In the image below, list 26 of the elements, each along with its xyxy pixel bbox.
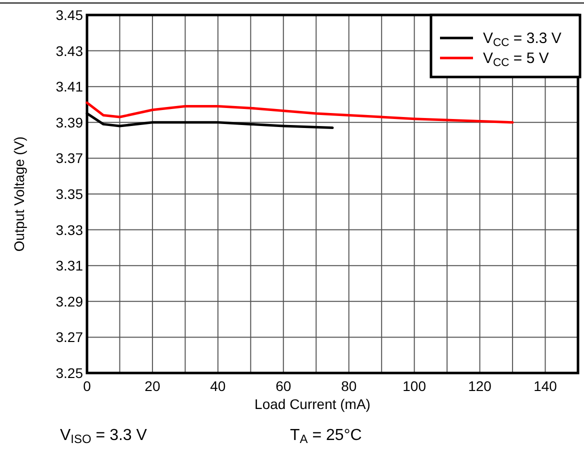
y-tick-label: 3.27 — [56, 329, 84, 346]
x-tick-label: 20 — [144, 378, 160, 394]
text: T$_{A}$ = 25°C — [290, 427, 362, 446]
y-tick-label: 3.31 — [56, 258, 84, 274]
y-tick-label: 3.39 — [56, 114, 84, 130]
y-tick-label: 3.25 — [56, 365, 84, 381]
y-tick-label: 3.43 — [56, 42, 84, 59]
y-tick-label: 3.33 — [56, 222, 84, 238]
y-tick-label: 3.29 — [56, 293, 84, 310]
x-tick-label: 40 — [210, 378, 226, 394]
x-tick-label: 80 — [341, 378, 357, 394]
legend-label: V$_{CC}$ = 3.3 V — [483, 30, 562, 49]
y-tick-label: 3.41 — [56, 78, 84, 95]
y-tick-label: 3.37 — [56, 150, 84, 166]
x-tick-label: 140 — [534, 378, 558, 394]
y-axis-title: Output Voltage (V) — [11, 136, 27, 252]
y-tick-label: 3.45 — [56, 7, 84, 23]
x-tick-label: 0 — [83, 378, 92, 394]
legend-label: V$_{CC}$ = 5 V — [483, 50, 549, 69]
x-axis-title: Load Current (mA) — [254, 396, 370, 412]
y-tick-label: 3.35 — [56, 186, 84, 202]
text: V$_{ISO}$ = 3.3 V — [60, 427, 148, 446]
x-tick-label: 100 — [402, 378, 426, 394]
line-series — [86, 101, 514, 124]
x-tick-label: 60 — [276, 378, 292, 394]
x-tick-label: 120 — [468, 378, 492, 394]
